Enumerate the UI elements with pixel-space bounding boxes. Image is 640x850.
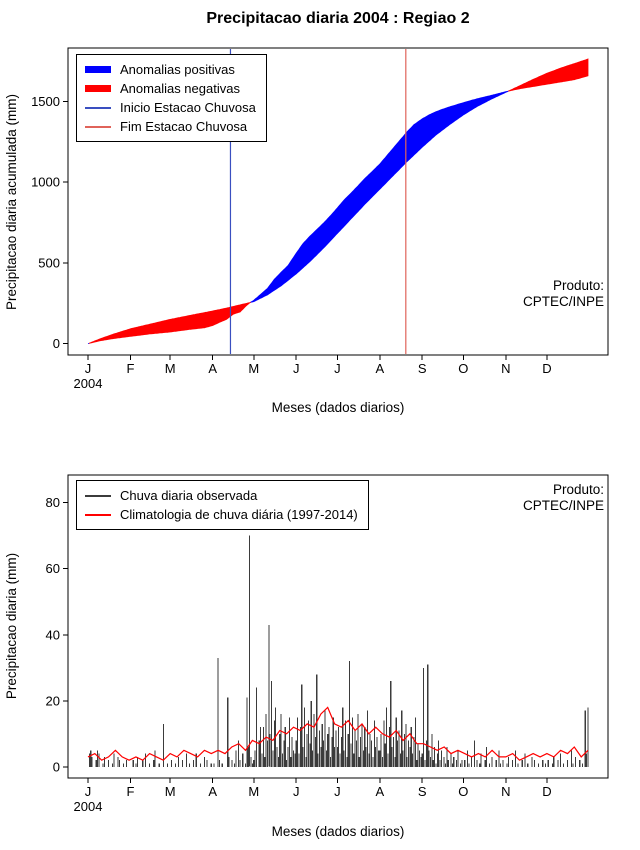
legend-item-anomalias-positivas: Anomalias positivas — [85, 60, 256, 79]
y-tick-label: 1500 — [31, 94, 60, 109]
legend-label: Fim Estacao Chuvosa — [120, 119, 248, 134]
month-tick-label: J — [293, 784, 300, 799]
month-tick-label: N — [501, 784, 510, 799]
legend-item-inicio-estacao: Inicio Estacao Chuvosa — [85, 98, 256, 117]
month-tick-label: D — [542, 361, 551, 376]
month-tick-label: S — [418, 784, 427, 799]
month-tick-label: S — [418, 361, 427, 376]
month-tick-label: M — [165, 361, 176, 376]
y-tick-label: 500 — [38, 255, 60, 270]
year-label: 2004 — [74, 376, 103, 391]
legend-label: Inicio Estacao Chuvosa — [120, 100, 256, 115]
month-tick-label: J — [85, 784, 92, 799]
positive-anomaly-band — [250, 90, 509, 303]
year-label: 2004 — [74, 799, 103, 814]
legend-item-chuva-observada: Chuva diaria observada — [85, 486, 358, 505]
month-tick-label: M — [248, 361, 259, 376]
rainy-season-start-swatch — [85, 106, 111, 109]
month-tick-label: A — [208, 361, 217, 376]
month-tick-label: J — [334, 784, 341, 799]
chart1-x-axis-label: Meses (dados diarios) — [271, 400, 405, 415]
rainy-season-end-swatch — [85, 125, 111, 128]
month-tick-label: J — [334, 361, 341, 376]
y-tick-label: 0 — [53, 759, 60, 774]
month-tick-label: F — [126, 784, 134, 799]
chart2-x-axis-label: Meses (dados diarios) — [271, 824, 405, 839]
axes — [63, 47, 609, 360]
chart1-y-axis-label: Precipitacao diaria acumulada (mm) — [4, 94, 19, 310]
observed-rain-swatch — [85, 494, 111, 497]
month-tick-label: D — [542, 784, 551, 799]
y-tick-label: 0 — [53, 336, 60, 351]
month-tick-label: N — [501, 361, 510, 376]
legend-label: Anomalias negativas — [120, 81, 240, 96]
month-tick-label: J — [85, 361, 92, 376]
month-tick-label: M — [248, 784, 259, 799]
positive-anomaly-swatch — [85, 66, 111, 73]
y-tick-label: 80 — [46, 495, 60, 510]
legend-item-climatologia: Climatologia de chuva diária (1997-2014) — [85, 505, 358, 524]
daily-rain-bars — [88, 535, 589, 767]
chart2-y-axis-label: Precipitacao diaria (mm) — [4, 553, 19, 699]
product-label-line1: Produto: — [552, 278, 604, 293]
legend-item-anomalias-negativas: Anomalias negativas — [85, 79, 256, 98]
page-title: Precipitacao diaria 2004 : Regiao 2 — [206, 10, 470, 27]
negative-anomaly-band — [89, 301, 252, 344]
legend-label: Chuva diaria observada — [120, 488, 258, 503]
y-tick-label: 60 — [46, 561, 60, 576]
month-tick-label: A — [375, 361, 384, 376]
y-tick-label: 20 — [46, 693, 60, 708]
chart2-legend: Chuva diaria observada Climatologia de c… — [76, 480, 369, 530]
y-tick-label: 1000 — [31, 175, 60, 190]
axes — [63, 474, 609, 783]
month-tick-label: A — [208, 784, 217, 799]
product-label-line2: CPTEC/INPE — [522, 294, 604, 309]
climatology-swatch — [85, 513, 111, 516]
month-tick-label: A — [375, 784, 384, 799]
month-tick-label: M — [165, 784, 176, 799]
month-tick-label: J — [293, 361, 300, 376]
climatology-line — [87, 706, 589, 761]
legend-label: Anomalias positivas — [120, 62, 235, 77]
negative-anomaly-band — [508, 58, 589, 92]
month-tick-label: O — [458, 361, 468, 376]
legend-label: Climatologia de chuva diária (1997-2014) — [120, 507, 358, 522]
chart2-product-credit: Produto: CPTEC/INPE — [523, 482, 604, 514]
negative-anomaly-swatch — [85, 85, 111, 92]
legend-item-fim-estacao: Fim Estacao Chuvosa — [85, 117, 256, 136]
chart1-product-credit: Produto: CPTEC/INPE — [523, 278, 604, 310]
chart1-legend: Anomalias positivas Anomalias negativas … — [76, 54, 267, 142]
month-tick-label: O — [458, 784, 468, 799]
product-label-line1: Produto: — [552, 482, 604, 497]
month-tick-label: F — [126, 361, 134, 376]
product-label-line2: CPTEC/INPE — [522, 498, 604, 513]
y-tick-label: 40 — [46, 627, 60, 642]
anomaly-fill-bands — [87, 58, 589, 344]
